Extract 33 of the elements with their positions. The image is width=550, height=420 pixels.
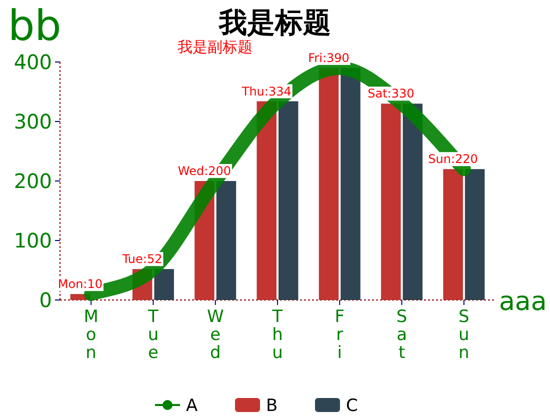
data-label: Wed:200 — [178, 164, 232, 178]
y-axis-title: bb — [8, 1, 62, 50]
legend-label: B — [266, 396, 278, 416]
data-label: Sat:330 — [368, 86, 414, 101]
bar — [464, 169, 485, 300]
x-tick-label: Fri — [334, 307, 345, 363]
legend-label: A — [186, 396, 198, 416]
data-label: Tue:52 — [121, 252, 162, 266]
chart-title: 我是标题 — [218, 6, 331, 39]
x-axis-title: aaa — [499, 287, 547, 317]
chart-subtitle: 我是副标题 — [178, 38, 252, 56]
y-tick-label: 300 — [14, 110, 52, 134]
x-tick-label: Sun — [458, 307, 470, 363]
bar — [381, 104, 401, 300]
bar — [154, 269, 174, 300]
legend-label: C — [346, 396, 358, 416]
bar — [278, 101, 298, 300]
bar — [443, 169, 463, 300]
y-tick-label: 400 — [14, 50, 52, 74]
x-tick-label: Thu — [271, 307, 284, 363]
data-label: Mon:10 — [58, 277, 103, 292]
bar — [216, 181, 236, 300]
data-label: Sun:220 — [428, 152, 478, 166]
data-label: Fri:390 — [308, 50, 350, 65]
y-tick-label: 0 — [39, 288, 52, 312]
x-tick-label: Mon — [84, 307, 98, 363]
bar — [402, 104, 423, 300]
x-tick-label: Wed — [206, 307, 224, 363]
y-tick-label: 100 — [14, 228, 52, 252]
y-tick-label: 200 — [14, 169, 52, 193]
x-tick-label: Tue — [147, 307, 160, 363]
data-label: Thu:334 — [240, 84, 292, 98]
x-tick-label: Sat — [396, 307, 408, 363]
